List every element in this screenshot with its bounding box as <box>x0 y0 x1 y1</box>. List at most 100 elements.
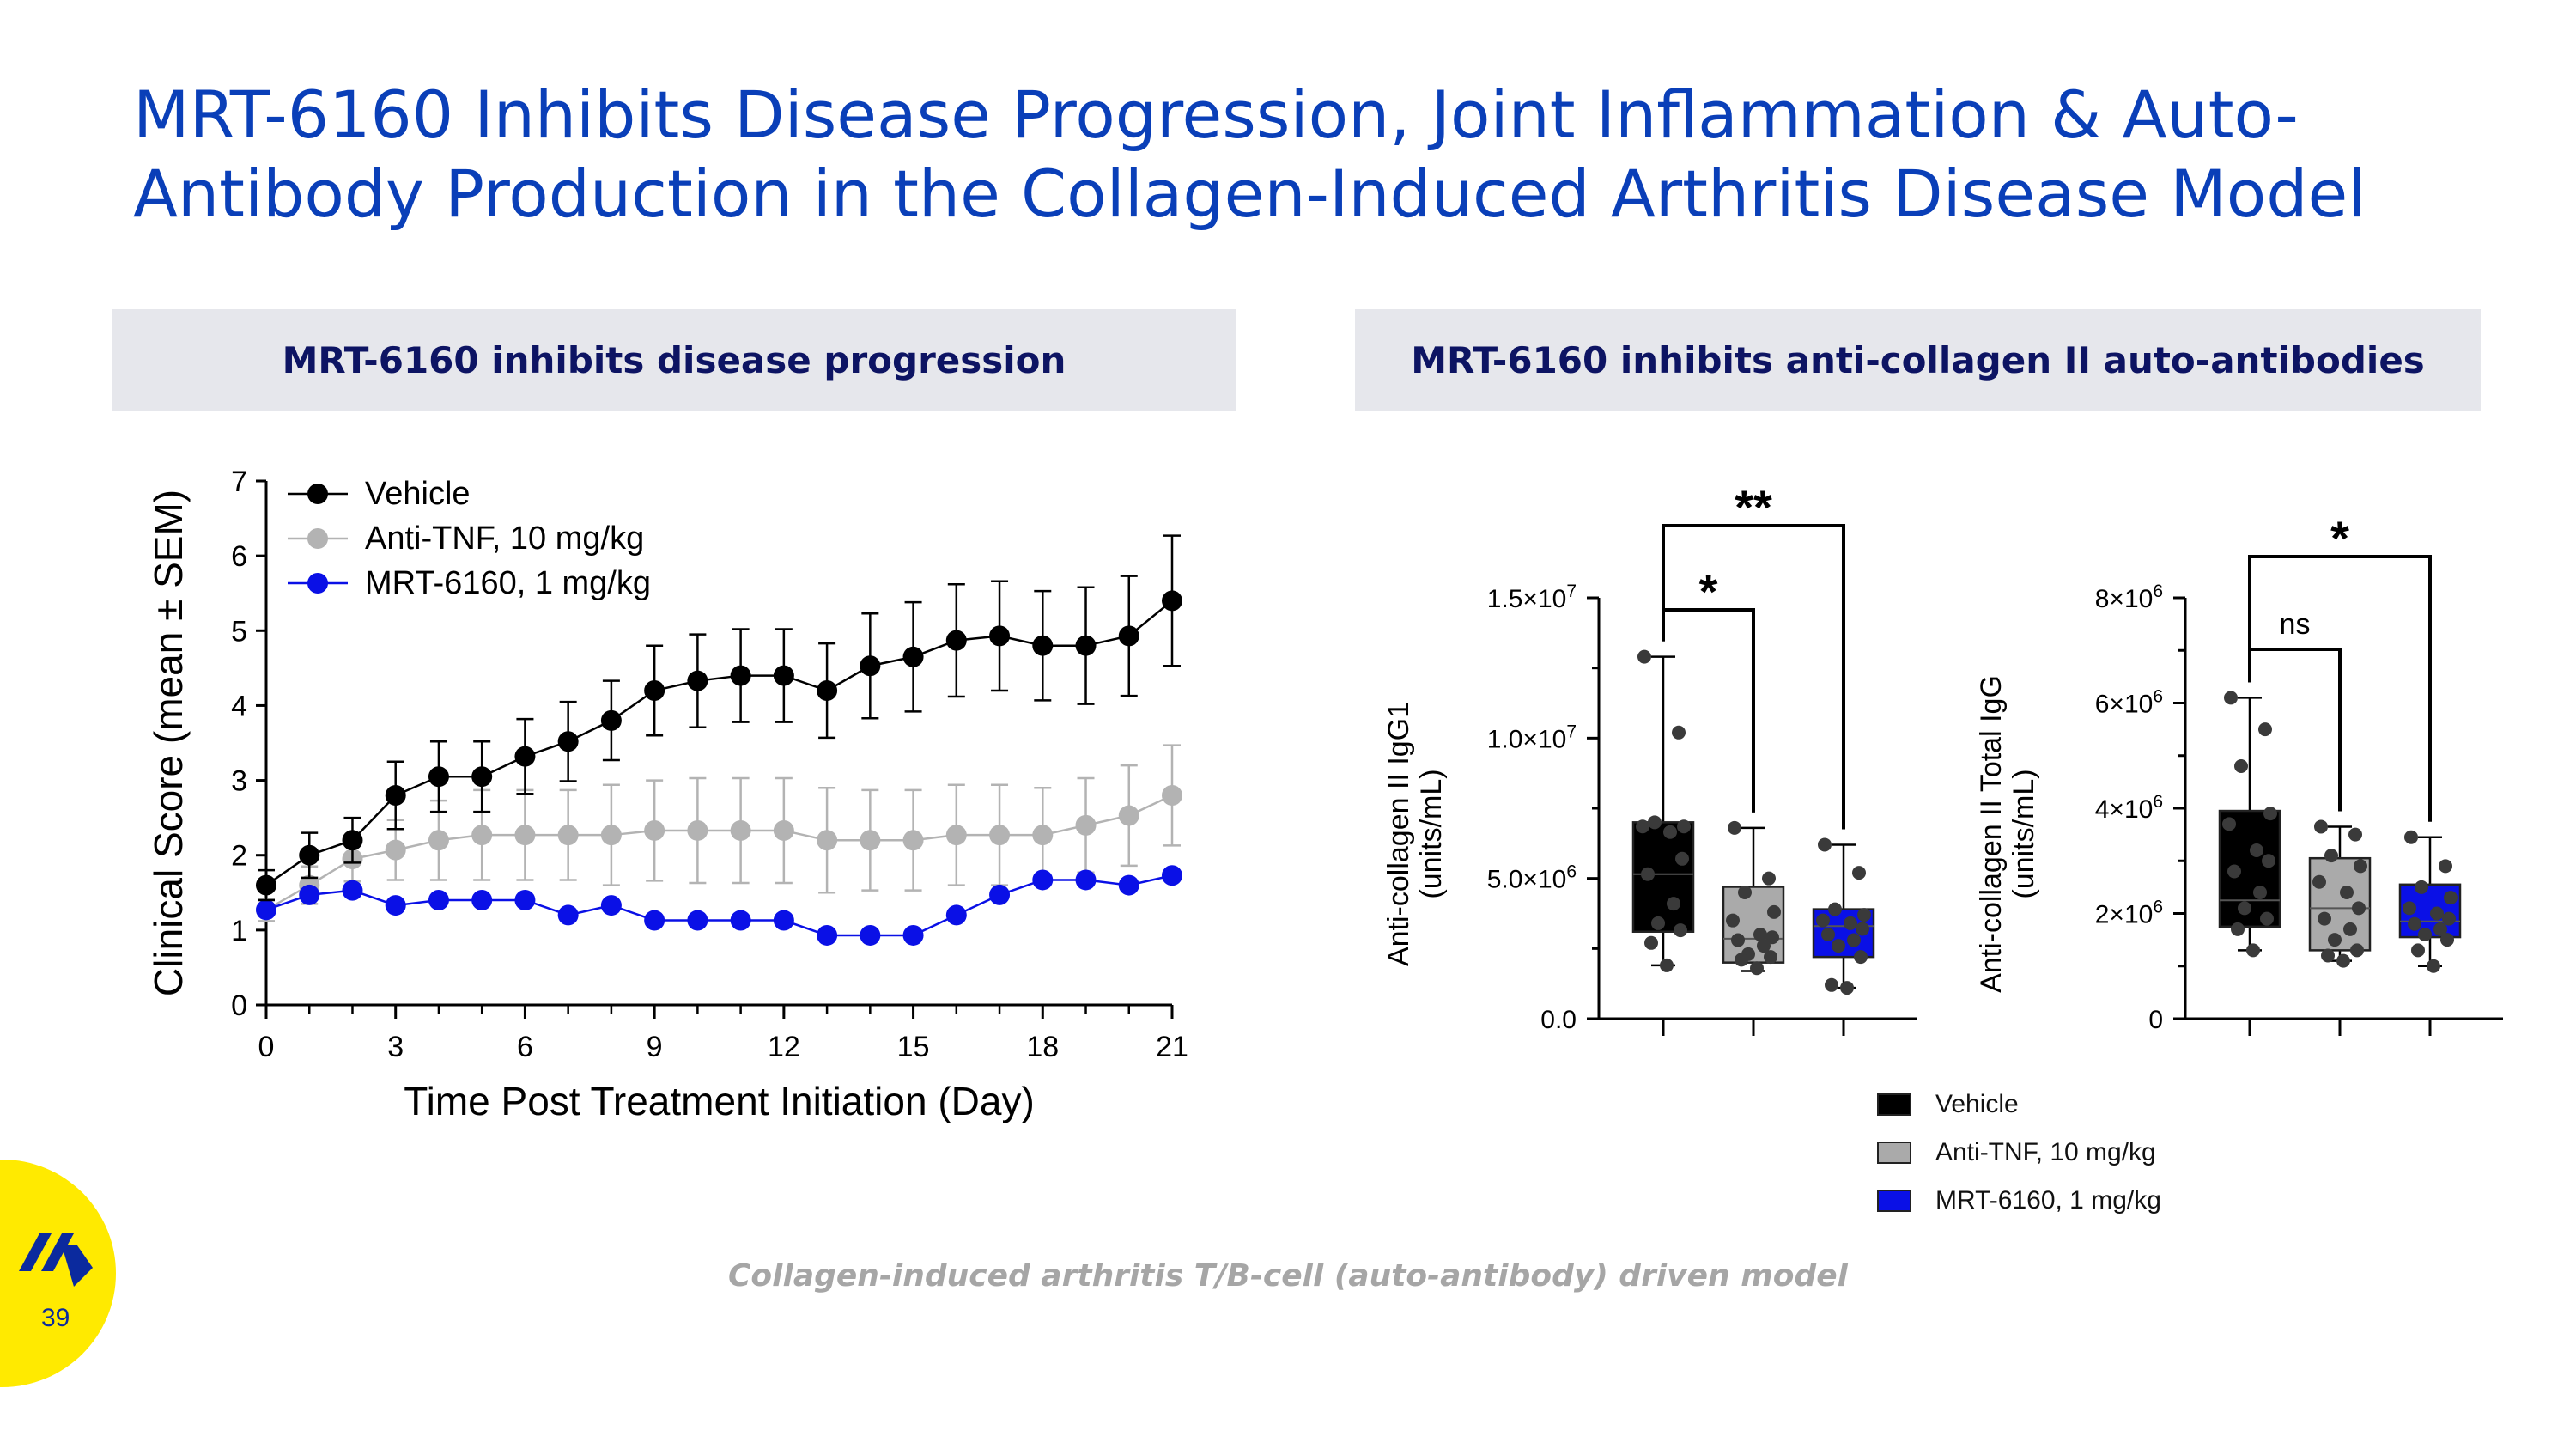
data-point <box>687 670 708 691</box>
x-tick-label: 6 <box>517 1031 533 1063</box>
data-point <box>860 830 881 851</box>
data-point <box>1765 930 1779 945</box>
y-tick-label: 8×106 <box>2095 581 2163 613</box>
series-line <box>265 874 1173 937</box>
y-tick-label: 1 <box>231 915 247 947</box>
data-point <box>902 646 924 667</box>
data-point <box>1032 869 1054 891</box>
y-tick-label: 0 <box>2148 1006 2163 1034</box>
data-point <box>1857 908 1871 922</box>
data-point <box>2222 817 2236 831</box>
data-point <box>256 899 276 921</box>
data-point <box>600 825 622 846</box>
data-point <box>557 825 579 846</box>
data-point <box>730 819 751 841</box>
box-legend: Vehicle Anti-TNF, 10 mg/kg MRT-6160, 1 m… <box>1877 1081 2161 1225</box>
data-point <box>2224 691 2238 705</box>
data-point <box>2250 843 2263 857</box>
data-point <box>2348 827 2362 842</box>
data-point <box>2231 922 2245 936</box>
data-point <box>687 910 708 931</box>
data-point <box>1821 928 1835 941</box>
data-point <box>1728 820 1741 835</box>
box-chart-total-igg: 0 2×106 4×106 6×106 8×106 Anti-collagen II To… <box>1975 511 2503 1036</box>
data-point <box>1663 825 1677 839</box>
data-point <box>1847 933 1861 947</box>
data-point <box>2430 906 2444 921</box>
data-point <box>730 665 751 686</box>
data-point <box>557 731 579 752</box>
data-point <box>989 825 1011 846</box>
data-point <box>1660 958 1674 972</box>
data-point <box>2427 959 2440 973</box>
data-point <box>2314 819 2328 834</box>
data-point <box>1767 904 1781 919</box>
legend-label: Anti-TNF, 10 mg/kg <box>365 521 644 557</box>
data-point <box>600 709 622 731</box>
data-point <box>1162 785 1182 806</box>
box-chart-igg1: 0.0 5.0×106 1.0×107 1.5×107 Anti-collagen II… <box>1382 480 1917 1036</box>
data-point <box>1674 923 1687 938</box>
data-point <box>2253 886 2267 899</box>
y-tick-label: 2 <box>231 840 247 873</box>
data-point <box>471 890 493 910</box>
data-point <box>817 680 838 701</box>
data-point <box>2328 933 2342 947</box>
data-point <box>385 785 406 806</box>
data-point <box>514 890 536 910</box>
data-point <box>2404 830 2418 844</box>
legend-marker <box>307 528 328 549</box>
data-point <box>2411 943 2425 958</box>
data-point <box>471 825 493 846</box>
data-point <box>1753 928 1767 941</box>
data-point <box>945 825 967 846</box>
data-point <box>2238 901 2251 916</box>
data-point <box>644 819 665 841</box>
box-group-0 <box>1631 649 1695 972</box>
data-point <box>2227 864 2241 879</box>
data-point <box>342 880 363 901</box>
data-point <box>902 924 924 946</box>
data-point <box>1636 819 1649 834</box>
data-point <box>428 830 449 851</box>
data-point <box>2340 886 2354 899</box>
data-point <box>1757 939 1771 953</box>
data-point <box>1764 950 1777 965</box>
data-point <box>2246 943 2260 958</box>
legend-marker <box>307 573 328 594</box>
y-tick-label: 4 <box>231 690 247 722</box>
x-tick-label: 3 <box>387 1031 404 1063</box>
y-axis-title: Anti-collagen II IgG1 <box>1382 702 1415 966</box>
data-point <box>1840 981 1854 995</box>
data-point <box>2442 911 2456 926</box>
data-point <box>299 884 320 905</box>
series-line <box>265 794 1173 911</box>
data-point <box>1677 819 1691 834</box>
data-point <box>2343 922 2357 936</box>
series-0 <box>256 534 1182 902</box>
data-point <box>860 924 881 946</box>
data-point <box>2336 953 2350 968</box>
y-tick-label: 1.5×107 <box>1487 581 1577 613</box>
box-group-0 <box>2218 691 2281 958</box>
y-axis-unit: (units/mL) <box>2008 769 2040 898</box>
data-point <box>1162 865 1182 886</box>
data-point <box>1032 635 1054 656</box>
data-point <box>1854 950 1868 965</box>
x-tick-label: 21 <box>1156 1031 1188 1063</box>
data-point <box>1750 961 1764 976</box>
significance-bracket <box>1662 608 1755 813</box>
data-point <box>989 625 1011 647</box>
legend-swatch-vehicle <box>1877 1093 1911 1116</box>
data-point <box>2260 911 2274 926</box>
legend-label: MRT-6160, 1 mg/kg <box>1935 1186 2161 1215</box>
x-tick-label: 18 <box>1026 1031 1059 1063</box>
data-point <box>342 830 363 851</box>
data-point <box>1818 837 1832 852</box>
x-tick-label: 0 <box>258 1031 275 1063</box>
y-tick-label: 5.0×106 <box>1487 862 1577 894</box>
data-point <box>1641 867 1655 881</box>
data-point <box>2418 928 2432 941</box>
data-point <box>471 766 493 788</box>
data-point <box>1118 625 1139 647</box>
